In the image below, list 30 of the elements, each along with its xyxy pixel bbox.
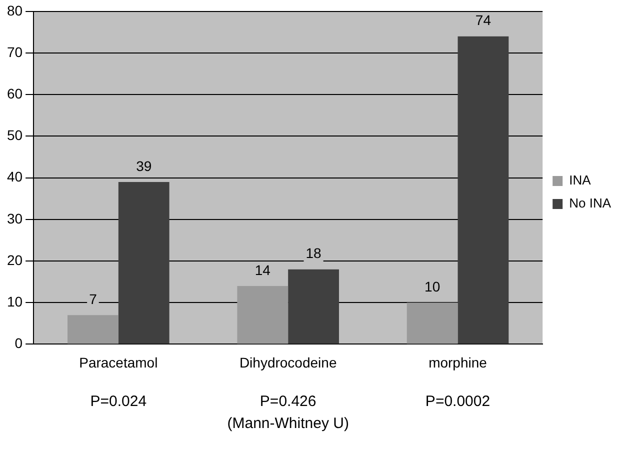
legend-label: INA <box>569 172 592 188</box>
legend-label: No INA <box>569 196 612 211</box>
text: P=0.0002 <box>425 392 490 410</box>
y-tick-label: 70 <box>6 44 23 60</box>
y-tick-label: 0 <box>14 335 23 352</box>
y-tick-label: 30 <box>6 210 23 226</box>
y-tick-label: 60 <box>6 85 23 102</box>
data-label: 18 <box>306 245 322 262</box>
x-tick-label: Paracetamol <box>79 354 158 370</box>
y-tick-label: 80 <box>6 2 23 18</box>
bar <box>458 36 509 344</box>
data-label: 14 <box>254 262 271 278</box>
x-tick-label: Dihydrocodeine <box>239 354 337 370</box>
bar <box>237 286 288 344</box>
data-label: 74 <box>475 12 492 28</box>
y-tick-label: 10 <box>6 293 23 310</box>
y-tick-label: 50 <box>6 127 23 144</box>
bar <box>118 182 170 344</box>
bar <box>68 315 118 344</box>
bar <box>406 302 458 344</box>
data-label: 7 <box>89 290 98 307</box>
bar <box>288 269 339 344</box>
y-tick-label: 40 <box>6 168 23 185</box>
text: P=0.024 <box>90 392 147 410</box>
data-label: 39 <box>136 158 152 174</box>
text: (Mann-Whitney U) <box>227 414 349 432</box>
text: P=0.426 <box>260 392 316 410</box>
x-tick-label: morphine <box>428 354 488 370</box>
y-tick-label: 20 <box>6 252 23 268</box>
data-label: 10 <box>424 278 440 294</box>
